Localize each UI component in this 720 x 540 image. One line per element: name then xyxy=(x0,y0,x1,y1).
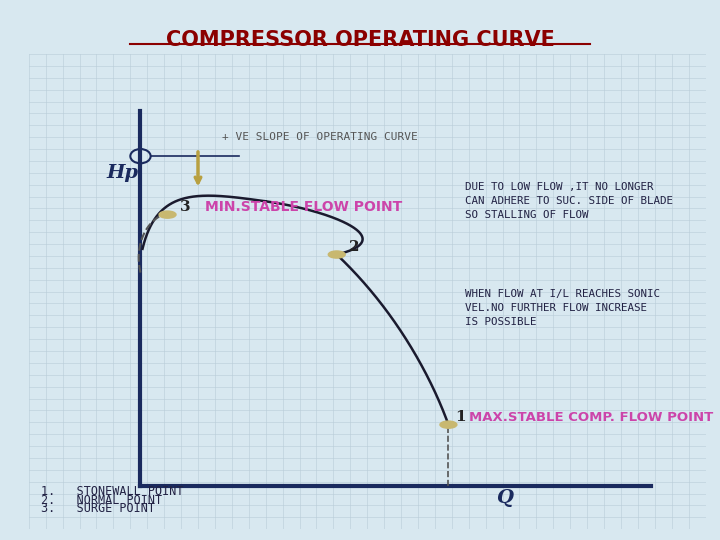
Text: WHEN FLOW AT I/L REACHES SONIC
VEL.NO FURTHER FLOW INCREASE
IS POSSIBLE: WHEN FLOW AT I/L REACHES SONIC VEL.NO FU… xyxy=(465,289,660,327)
Text: 3.   SURGE POINT: 3. SURGE POINT xyxy=(41,502,155,515)
Text: DUE TO LOW FLOW ,IT NO LONGER
CAN ADHERE TO SUC. SIDE OF BLADE
SO STALLING OF FL: DUE TO LOW FLOW ,IT NO LONGER CAN ADHERE… xyxy=(465,182,673,220)
Ellipse shape xyxy=(159,211,176,218)
Text: 1.   STONEWALL POINT: 1. STONEWALL POINT xyxy=(41,485,184,498)
Ellipse shape xyxy=(440,421,457,428)
Text: 2.   NORMAL POINT: 2. NORMAL POINT xyxy=(41,494,162,507)
Text: 2: 2 xyxy=(349,240,359,254)
Text: 1: 1 xyxy=(455,410,466,424)
Text: COMPRESSOR OPERATING CURVE: COMPRESSOR OPERATING CURVE xyxy=(166,30,554,50)
Text: 3: 3 xyxy=(180,200,190,214)
Text: MIN.STABLE FLOW POINT: MIN.STABLE FLOW POINT xyxy=(204,200,402,214)
Text: Q: Q xyxy=(496,489,513,507)
Text: + VE SLOPE OF OPERATING CURVE: + VE SLOPE OF OPERATING CURVE xyxy=(222,132,418,141)
Ellipse shape xyxy=(328,251,345,258)
Text: MAX.STABLE COMP. FLOW POINT: MAX.STABLE COMP. FLOW POINT xyxy=(469,411,713,424)
Text: Hp: Hp xyxy=(107,164,139,181)
